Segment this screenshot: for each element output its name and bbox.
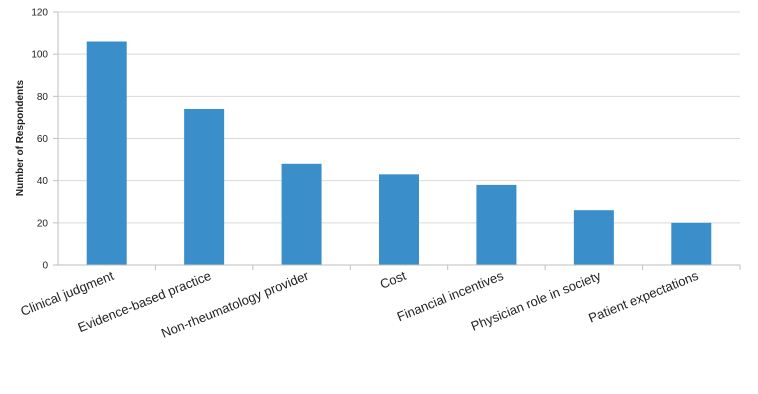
bar — [573, 210, 614, 265]
axes — [53, 11, 741, 270]
y-tick-label: 80 — [37, 92, 49, 103]
y-tick-label: 120 — [31, 8, 48, 19]
category-label: Cost — [378, 268, 409, 292]
gridlines — [58, 11, 740, 224]
bars — [86, 41, 712, 266]
y-tick-label: 40 — [37, 176, 49, 187]
y-axis-title: Number of Respondents — [15, 80, 26, 197]
bar — [184, 108, 225, 265]
bar — [281, 163, 322, 265]
bar — [671, 222, 712, 265]
y-tick-label: 20 — [37, 218, 49, 229]
y-tick-label: 0 — [42, 261, 48, 272]
bar — [86, 41, 127, 266]
y-tick-labels: 0 20 40 60 80 100 120 — [31, 8, 48, 272]
y-tick-label: 100 — [31, 50, 48, 61]
category-label: Patient expectations — [586, 268, 701, 326]
y-tick-label: 60 — [37, 134, 49, 145]
bar — [379, 174, 419, 265]
bar — [476, 184, 517, 265]
